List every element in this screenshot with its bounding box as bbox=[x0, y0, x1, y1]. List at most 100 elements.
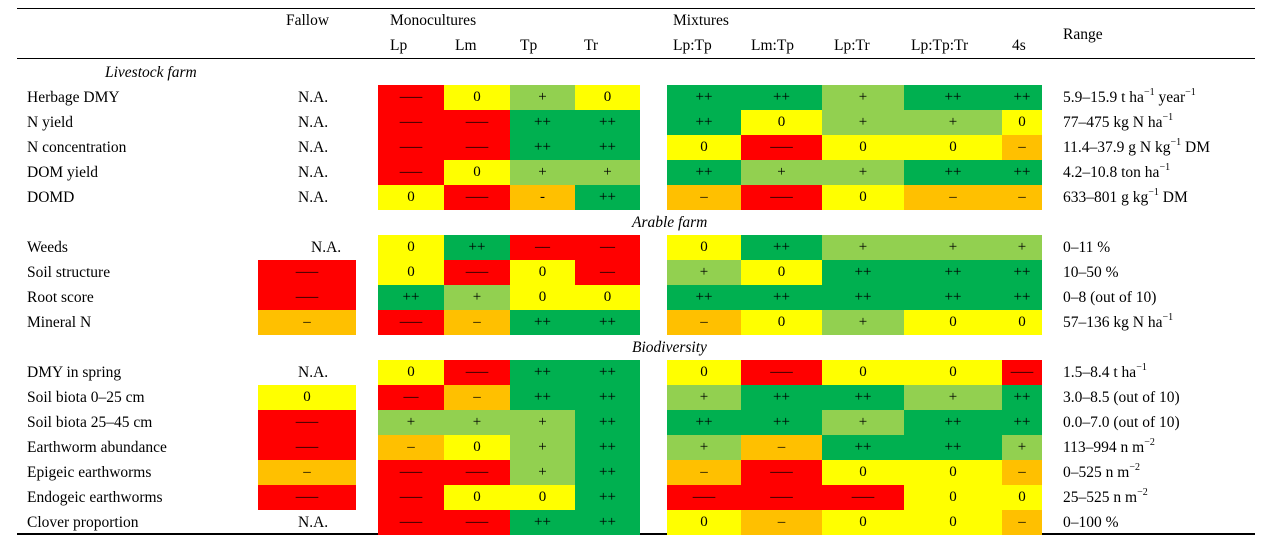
score-cell: ++ bbox=[378, 285, 444, 310]
score-cell: 0 bbox=[904, 510, 1002, 535]
score-cell: ––– bbox=[667, 485, 741, 510]
header-col-lm-tp: Lm:Tp bbox=[751, 37, 795, 54]
range-value: 10–50 % bbox=[1063, 260, 1119, 285]
score-cell: 0 bbox=[510, 485, 575, 510]
score-cell: –– bbox=[575, 235, 640, 260]
score-cell: ++ bbox=[741, 410, 822, 435]
score-cell: 0 bbox=[378, 235, 444, 260]
range-text: 57–136 kg N ha bbox=[1063, 313, 1163, 331]
score-cell: ++ bbox=[575, 385, 640, 410]
header-mixtures: Mixtures bbox=[673, 12, 729, 29]
score-cell: ++ bbox=[822, 435, 904, 460]
fallow-cell: ––– bbox=[258, 410, 356, 435]
row-label: Soil biota 25–45 cm bbox=[27, 413, 153, 431]
fallow-cell: – bbox=[258, 460, 356, 485]
score-cell: ++ bbox=[575, 435, 640, 460]
score-cell: 0 bbox=[444, 435, 510, 460]
score-cell: – bbox=[1002, 510, 1042, 535]
score-cell: ––– bbox=[741, 485, 822, 510]
score-cell: 0 bbox=[904, 135, 1002, 160]
fallow-na: N.A. bbox=[298, 188, 329, 206]
range-value: 0–100 % bbox=[1063, 510, 1119, 535]
range-value: 11.4–37.9 g N kg −1 DM bbox=[1063, 136, 1210, 156]
row-label: N yield bbox=[27, 113, 74, 131]
score-cell: ––– bbox=[444, 185, 510, 210]
row-label: Soil structure bbox=[27, 263, 111, 281]
section-title: Livestock farm bbox=[105, 64, 197, 81]
row-label: Soil biota 0–25 cm bbox=[27, 388, 145, 406]
range-value: 633–801 g kg −1 DM bbox=[1063, 186, 1188, 206]
fallow-cell: ––– bbox=[258, 485, 356, 510]
score-cell: ––– bbox=[444, 260, 510, 285]
score-cell: – bbox=[444, 385, 510, 410]
score-cell: ––– bbox=[378, 485, 444, 510]
header-rule bbox=[17, 58, 1255, 59]
score-cell: – bbox=[741, 510, 822, 535]
header-range: Range bbox=[1063, 26, 1103, 43]
row-label: DMY in spring bbox=[27, 363, 122, 381]
score-cell: 0 bbox=[904, 360, 1002, 385]
score-cell: ––– bbox=[741, 460, 822, 485]
score-cell: ++ bbox=[741, 235, 822, 260]
range-value: 4.2–10.8 ton ha −1 bbox=[1063, 161, 1171, 181]
top-rule bbox=[17, 8, 1255, 9]
score-cell: 0 bbox=[444, 485, 510, 510]
range-text: 0–525 n m bbox=[1063, 463, 1130, 481]
score-cell: ++ bbox=[510, 135, 575, 160]
score-cell: + bbox=[510, 160, 575, 185]
range-value: 57–136 kg N ha −1 bbox=[1063, 311, 1174, 331]
fallow-cell: ––– bbox=[258, 260, 356, 285]
fallow-na: N.A. bbox=[298, 363, 329, 381]
score-cell: ––– bbox=[444, 510, 510, 535]
score-cell: + bbox=[1002, 235, 1042, 260]
score-cell: – bbox=[667, 185, 741, 210]
score-cell: 0 bbox=[510, 260, 575, 285]
score-cell: 0 bbox=[510, 285, 575, 310]
header-col-lp-tp-tr: Lp:Tp:Tr bbox=[911, 37, 969, 54]
score-cell: 0 bbox=[1002, 110, 1042, 135]
score-cell: ––– bbox=[444, 460, 510, 485]
score-cell: + bbox=[378, 410, 444, 435]
score-cell: ++ bbox=[444, 235, 510, 260]
score-cell: ++ bbox=[667, 160, 741, 185]
row-label: DOM yield bbox=[27, 163, 99, 181]
score-cell: 0 bbox=[667, 235, 741, 260]
score-cell: ++ bbox=[822, 260, 904, 285]
range-text: 0.0–7.0 (out of 10) bbox=[1063, 413, 1180, 431]
range-value: 25–525 n m −2 bbox=[1063, 486, 1148, 506]
range-text: 3.0–8.5 (out of 10) bbox=[1063, 388, 1180, 406]
score-cell: + bbox=[822, 160, 904, 185]
score-cell: ++ bbox=[1002, 85, 1042, 110]
score-cell: – bbox=[378, 435, 444, 460]
score-cell: – bbox=[1002, 135, 1042, 160]
score-cell: ++ bbox=[741, 385, 822, 410]
score-cell: ––– bbox=[741, 185, 822, 210]
header-col-lp-tp: Lp:Tp bbox=[673, 37, 712, 54]
row-label: Epigeic earthworms bbox=[27, 463, 152, 481]
score-cell: ––– bbox=[741, 360, 822, 385]
score-cell: ++ bbox=[822, 285, 904, 310]
score-cell: 0 bbox=[1002, 485, 1042, 510]
score-cell: ++ bbox=[510, 310, 575, 335]
header-col-lp-tr: Lp:Tr bbox=[834, 37, 870, 54]
score-cell: + bbox=[822, 410, 904, 435]
header-fallow: Fallow bbox=[286, 12, 330, 29]
header-col-tp: Tp bbox=[520, 37, 538, 54]
score-cell: ++ bbox=[904, 160, 1002, 185]
range-text: 5.9–15.9 t ha bbox=[1063, 88, 1144, 106]
score-cell: –– bbox=[378, 385, 444, 410]
score-cell: 0 bbox=[575, 85, 640, 110]
range-value: 0.0–7.0 (out of 10) bbox=[1063, 410, 1180, 435]
score-cell: ––– bbox=[378, 510, 444, 535]
header-col-lm: Lm bbox=[455, 37, 477, 54]
header-monocultures: Monocultures bbox=[390, 12, 477, 29]
score-cell: 0 bbox=[741, 110, 822, 135]
score-cell: ++ bbox=[575, 360, 640, 385]
fallow-cell: 0 bbox=[258, 385, 356, 410]
score-cell: – bbox=[444, 310, 510, 335]
score-cell: 0 bbox=[904, 485, 1002, 510]
score-cell: ++ bbox=[510, 385, 575, 410]
score-cell: ++ bbox=[1002, 285, 1042, 310]
score-cell: ––– bbox=[378, 160, 444, 185]
